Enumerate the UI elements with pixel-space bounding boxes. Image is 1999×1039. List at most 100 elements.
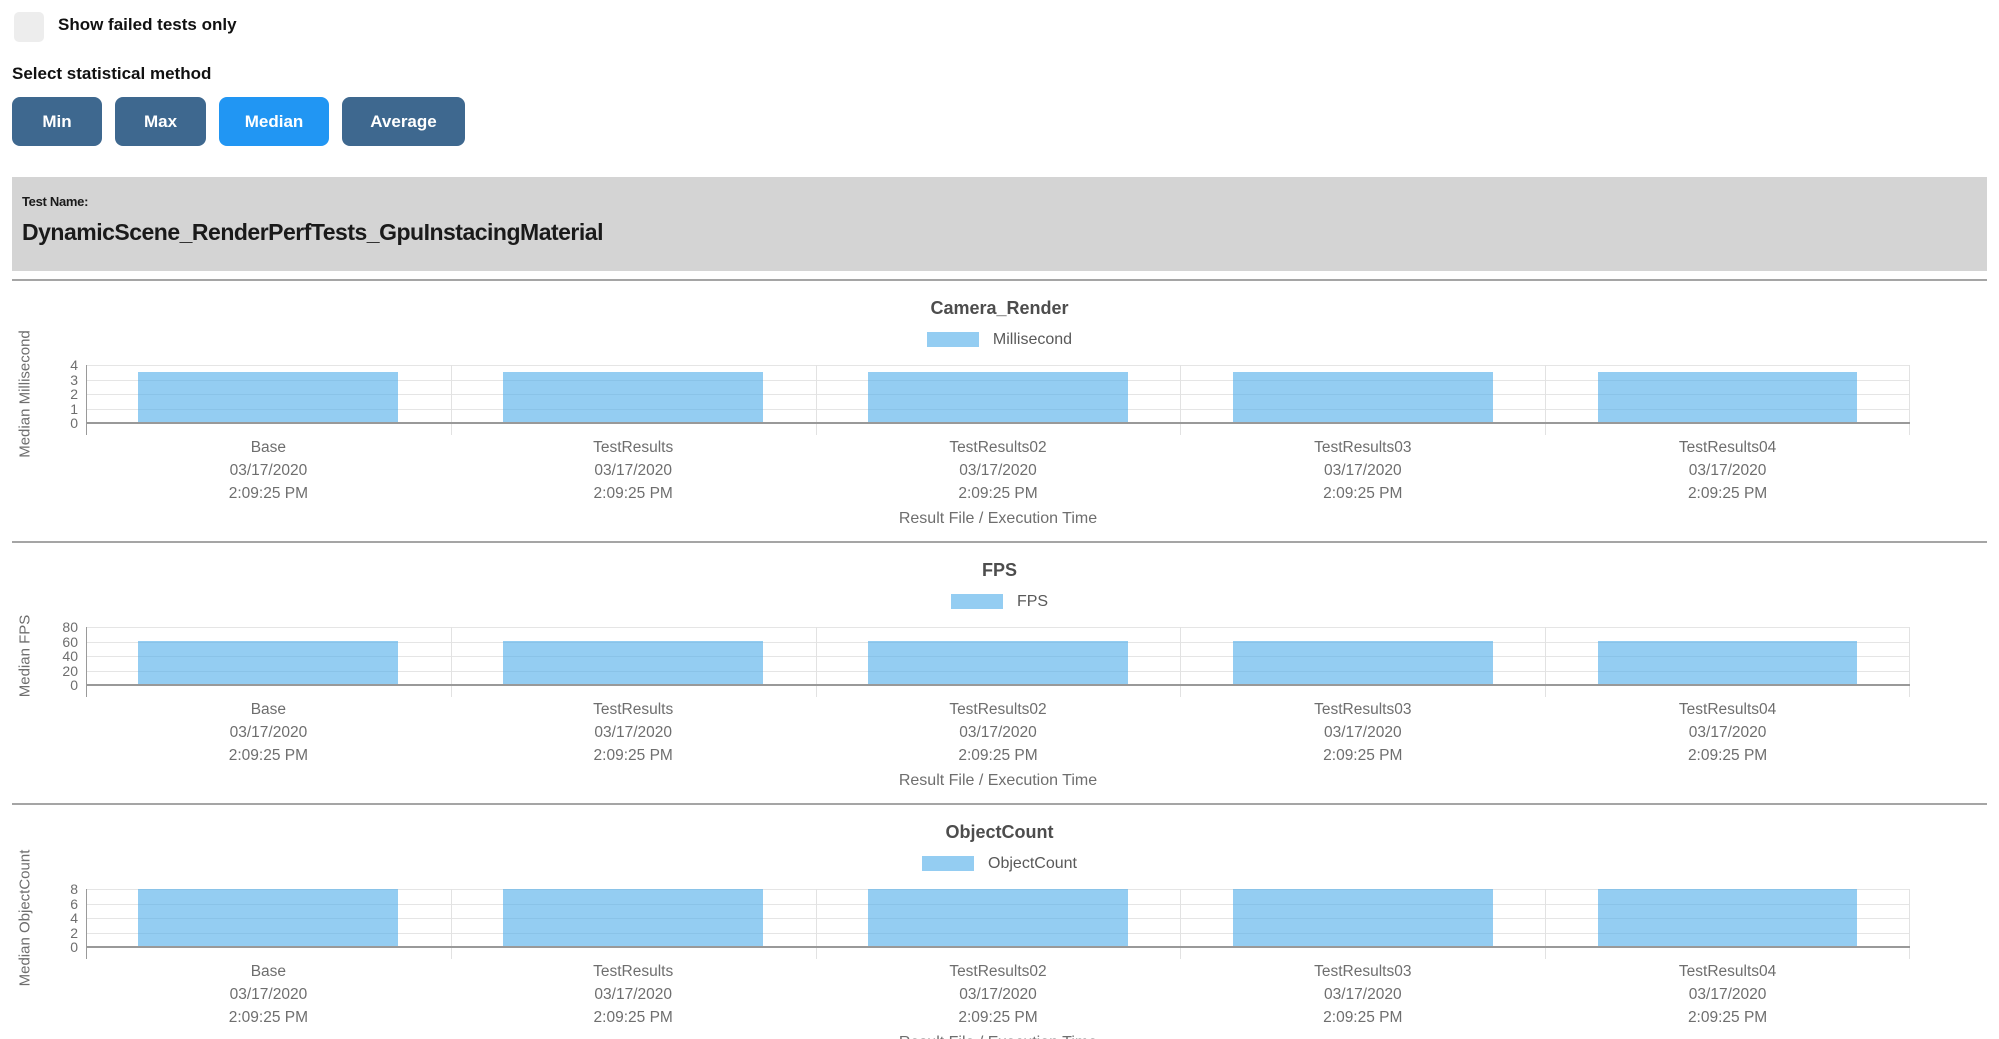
category-label-base: Base 03/17/2020 2:09:25 PM	[86, 698, 451, 767]
category-label: TestResults03	[1314, 439, 1412, 456]
category-label: TestResults03	[1314, 701, 1412, 718]
bar-base[interactable]	[138, 371, 399, 422]
category-separator	[1180, 889, 1182, 959]
category-label: TestResults02	[949, 963, 1047, 980]
category-separator	[1180, 365, 1182, 435]
legend-label: ObjectCount	[988, 854, 1077, 872]
plot-area	[86, 365, 1910, 435]
category-label: Base	[250, 701, 287, 718]
bar-testresults03[interactable]	[1232, 888, 1493, 946]
category-time: 2:09:25 PM	[1687, 1009, 1768, 1026]
test-name-label: Test Name:	[22, 194, 89, 209]
category-label: Base	[250, 439, 287, 456]
show-failed-checkbox[interactable]	[14, 12, 44, 42]
category-label-base: Base 03/17/2020 2:09:25 PM	[86, 960, 451, 1029]
category-label-testresults: TestResults 03/17/2020 2:09:25 PM	[451, 436, 816, 505]
bar-testresults[interactable]	[503, 888, 764, 946]
plot-wrap: Base 03/17/2020 2:09:25 PM TestResults 03/17…	[86, 365, 1910, 528]
category-separator	[1909, 627, 1910, 697]
y-tick-label: 20	[62, 662, 78, 679]
y-axis-ticks: 0 20 40 60 80	[38, 619, 86, 693]
legend-swatch-icon	[926, 332, 979, 347]
category-label: TestResults02	[949, 439, 1047, 456]
category-date: 03/17/2020	[1324, 724, 1402, 741]
y-axis-title-column: Median Millisecond	[12, 330, 38, 528]
bar-testresults02[interactable]	[867, 371, 1128, 422]
category-date: 03/17/2020	[229, 724, 308, 741]
show-failed-label: Show failed tests only	[58, 15, 237, 34]
section-divider	[12, 279, 1987, 281]
legend-label: FPS	[1016, 592, 1049, 610]
category-label: TestResults04	[1678, 439, 1777, 456]
y-tick-label: 0	[70, 415, 78, 431]
bar-testresults[interactable]	[503, 641, 764, 684]
bar-testresults[interactable]	[503, 371, 764, 422]
y-tick-label: 2	[70, 924, 78, 941]
category-label-testresults04: TestResults04 03/17/2020 2:09:25 PM	[1545, 436, 1910, 505]
category-label: TestResults	[593, 701, 674, 718]
category-date: 03/17/2020	[959, 724, 1037, 741]
stat-button-min[interactable]: Min	[12, 97, 102, 146]
bar-testresults04[interactable]	[1597, 371, 1858, 422]
bar-testresults04[interactable]	[1597, 888, 1858, 946]
category-label: TestResults04	[1678, 963, 1777, 980]
category-time: 2:09:25 PM	[958, 485, 1038, 502]
category-time: 2:09:25 PM	[1323, 747, 1403, 764]
bar-testresults02[interactable]	[867, 641, 1128, 684]
bar-testresults03[interactable]	[1232, 641, 1493, 684]
bar-testresults03[interactable]	[1232, 371, 1493, 422]
stat-method-label: Select statistical method	[12, 64, 212, 83]
chart-legend[interactable]: ObjectCount	[12, 854, 1987, 872]
y-axis-title: Median FPS	[16, 614, 34, 698]
category-time: 2:09:25 PM	[228, 747, 309, 764]
category-label: TestResults04	[1678, 701, 1777, 718]
category-separator	[1545, 889, 1547, 959]
category-time: 2:09:25 PM	[1323, 1009, 1403, 1026]
category-date: 03/17/2020	[959, 462, 1037, 479]
stat-button-median[interactable]: Median	[219, 97, 329, 146]
chart-section: FPS FPS Median FPS 0 20 40 60 80 Base 03/17/2…	[12, 560, 1987, 805]
category-time: 2:09:25 PM	[958, 747, 1038, 764]
y-axis-title: Median Millisecond	[16, 330, 34, 458]
section-divider	[12, 541, 1987, 543]
x-axis-line	[86, 422, 1910, 424]
category-label-testresults02: TestResults02 03/17/2020 2:09:25 PM	[816, 698, 1181, 767]
category-date: 03/17/2020	[959, 986, 1037, 1003]
chart-title: ObjectCount	[945, 822, 1054, 842]
y-axis-line	[86, 889, 87, 959]
x-axis-title: Result File / Execution Time	[898, 772, 1098, 789]
category-label: Base	[250, 963, 287, 980]
bar-testresults04[interactable]	[1597, 641, 1858, 684]
chart-legend[interactable]: Millisecond	[12, 330, 1987, 348]
bar-base[interactable]	[138, 641, 399, 684]
x-axis-line	[86, 684, 1910, 686]
category-label-testresults02: TestResults02 03/17/2020 2:09:25 PM	[816, 960, 1181, 1029]
test-name-value: DynamicScene_RenderPerfTests_GpuInstacin…	[22, 219, 603, 245]
category-label-testresults: TestResults 03/17/2020 2:09:25 PM	[451, 698, 816, 767]
y-tick-label: 4	[70, 357, 78, 373]
category-time: 2:09:25 PM	[593, 485, 673, 502]
category-date: 03/17/2020	[1688, 724, 1767, 741]
y-tick-label: 60	[62, 633, 78, 650]
category-separator	[1180, 627, 1182, 697]
category-time: 2:09:25 PM	[1323, 485, 1403, 502]
chart-legend[interactable]: FPS	[12, 592, 1987, 610]
chart-section: ObjectCount ObjectCount Median ObjectCou…	[12, 822, 1987, 1039]
legend-label: Millisecond	[992, 330, 1073, 348]
gridline	[86, 365, 1910, 366]
x-axis-title: Result File / Execution Time	[898, 510, 1098, 527]
plot-wrap: Base 03/17/2020 2:09:25 PM TestResults 03/17…	[86, 888, 1910, 1039]
y-tick-label: 8	[70, 881, 78, 897]
plot-wrap: Base 03/17/2020 2:09:25 PM TestResults 03/17…	[86, 627, 1910, 790]
bar-testresults02[interactable]	[867, 888, 1128, 946]
bar-base[interactable]	[138, 888, 399, 946]
category-label-testresults04: TestResults04 03/17/2020 2:09:25 PM	[1545, 698, 1910, 767]
test-name-banner: Test Name: DynamicScene_RenderPerfTests_…	[12, 177, 1987, 271]
stat-button-max[interactable]: Max	[115, 97, 206, 146]
category-time: 2:09:25 PM	[1687, 747, 1768, 764]
category-label-testresults03: TestResults03 03/17/2020 2:09:25 PM	[1180, 960, 1545, 1029]
stat-button-average[interactable]: Average	[342, 97, 465, 146]
category-label: TestResults03	[1314, 963, 1412, 980]
